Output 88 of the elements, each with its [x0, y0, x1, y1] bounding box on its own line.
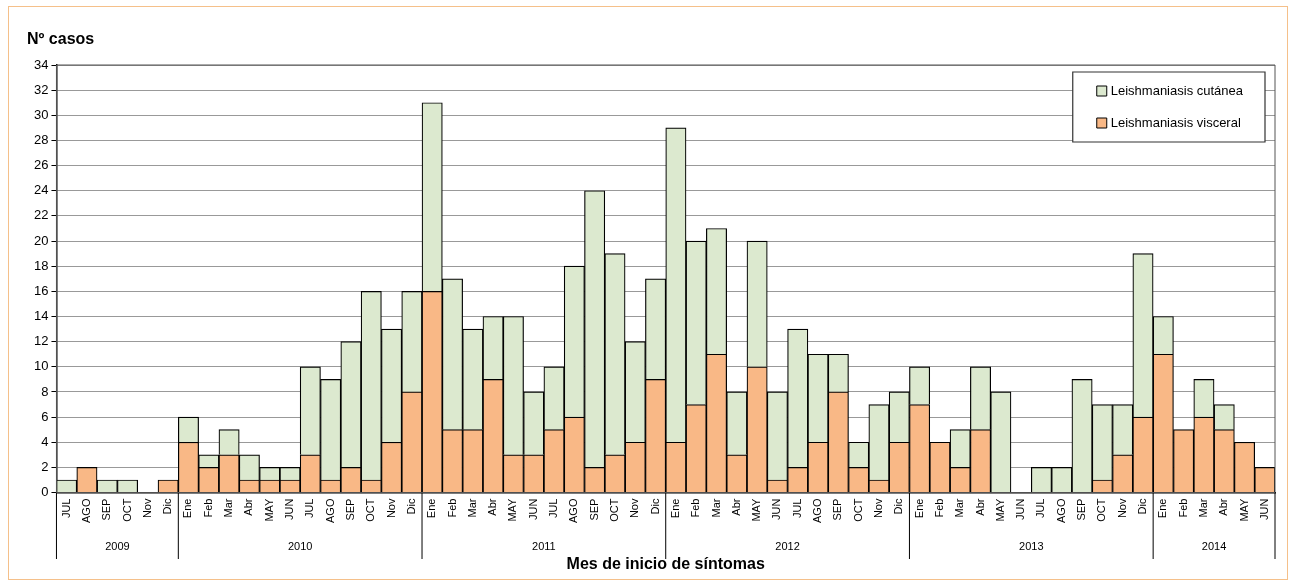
x-tick-label: Abr [242, 498, 255, 516]
x-tick-label: Mar [953, 498, 966, 518]
x-tick-label: JUN [283, 498, 296, 520]
x-tick-label: MAY [262, 497, 275, 522]
x-tick-label: Ene [912, 498, 925, 519]
x-tick-label: JUN [526, 498, 539, 520]
x-tick-label: Ene [1156, 498, 1169, 519]
y-tick-label: 14 [33, 308, 49, 324]
x-tick-label: OCT [851, 498, 864, 522]
x-tick-label: Ene [425, 498, 438, 519]
x-tick-label: AGO [79, 498, 92, 523]
x-tick-label: AGO [1054, 498, 1067, 523]
x-tick-label: MAY [993, 497, 1006, 522]
y-axis-title: Nº casos [27, 30, 95, 48]
x-tick-label: OCT [364, 498, 377, 522]
y-tick-label: 34 [33, 56, 49, 72]
text: 2014 [1201, 540, 1227, 553]
x-tick-label: Nov [628, 498, 641, 519]
legend-label: Leishmaniasis visceral [1110, 114, 1241, 130]
y-tick-label: 18 [33, 257, 49, 273]
x-tick-label: OCT [120, 498, 133, 522]
y-tick-label: 2 [41, 458, 49, 474]
y-tick-label: 6 [41, 408, 49, 424]
x-tick-label: Nov [872, 498, 885, 519]
x-tick-label: SEP [587, 498, 600, 521]
x-tick-label: Mar [1196, 498, 1209, 518]
x-tick-label: AGO [567, 498, 580, 523]
x-tick-label: Feb [445, 498, 458, 518]
x-tick-label: Feb [1176, 498, 1189, 518]
x-tick-label: JUN [1257, 498, 1270, 520]
y-tick-label: 22 [33, 207, 49, 223]
x-tick-label: Ene [668, 498, 681, 519]
x-tick-label: Abr [729, 498, 742, 516]
x-tick-label: Feb [689, 498, 702, 518]
text: 2010 [287, 540, 313, 553]
x-tick-label: SEP [343, 498, 356, 521]
y-tick-label: 4 [41, 433, 49, 449]
text: 2009 [105, 540, 130, 553]
x-tick-label: Dic [648, 498, 661, 515]
x-tick-label: SEP [1075, 498, 1088, 521]
x-tick-label: Nov [140, 498, 153, 519]
x-tick-label: JUN [1014, 498, 1027, 520]
x-tick-label: OCT [607, 498, 620, 522]
x-tick-label: Nov [1115, 498, 1128, 519]
x-tick-label: Ene [181, 498, 194, 519]
text: 2013 [1019, 540, 1044, 553]
x-tick-label: Mar [709, 498, 722, 518]
y-tick-label: 0 [41, 484, 49, 500]
x-tick-label: Abr [973, 498, 986, 516]
x-tick-label: Dic [161, 498, 174, 515]
y-tick-label: 26 [33, 157, 49, 173]
x-tick-label: JUL [1034, 498, 1047, 519]
x-tick-label: Dic [1136, 498, 1149, 515]
x-tick-label: MAY [506, 497, 519, 522]
text: 2011 [532, 540, 556, 553]
x-tick-label: SEP [831, 498, 844, 521]
x-tick-label: SEP [100, 498, 113, 521]
x-tick-label: JUL [790, 498, 803, 519]
x-tick-label: JUL [547, 498, 560, 519]
x-axis-title: Mes de inicio de síntomas [566, 555, 765, 573]
x-tick-label: MAY [1237, 497, 1250, 522]
x-tick-label: JUL [303, 498, 316, 519]
y-tick-label: 10 [33, 358, 49, 374]
x-tick-label: JUN [770, 498, 783, 520]
x-tick-label: OCT [1095, 498, 1108, 522]
x-tick-label: Dic [404, 498, 417, 515]
x-tick-label: Mar [222, 498, 235, 518]
text: 2012 [775, 540, 800, 553]
x-tick-label: Feb [201, 498, 214, 518]
x-tick-label: Mar [465, 498, 478, 518]
legend-label: Leishmaniasis cutánea [1110, 82, 1244, 98]
x-tick-label: AGO [811, 498, 824, 523]
x-tick-label: Feb [932, 498, 945, 518]
y-tick-label: 16 [33, 282, 49, 298]
x-tick-label: Abr [486, 498, 499, 516]
y-tick-label: 20 [33, 232, 49, 248]
x-tick-label: Abr [1217, 498, 1230, 516]
x-tick-label: Dic [892, 498, 905, 515]
y-tick-label: 32 [33, 81, 49, 97]
x-tick-label: AGO [323, 498, 336, 523]
y-tick-label: 24 [33, 182, 49, 198]
x-tick-label: Nov [384, 498, 397, 519]
y-tick-label: 30 [33, 106, 49, 122]
x-tick-label: JUL [59, 498, 72, 519]
y-tick-label: 12 [33, 333, 49, 349]
y-tick-label: 28 [33, 132, 49, 148]
x-tick-label: MAY [750, 497, 763, 522]
y-tick-label: 8 [41, 383, 49, 399]
